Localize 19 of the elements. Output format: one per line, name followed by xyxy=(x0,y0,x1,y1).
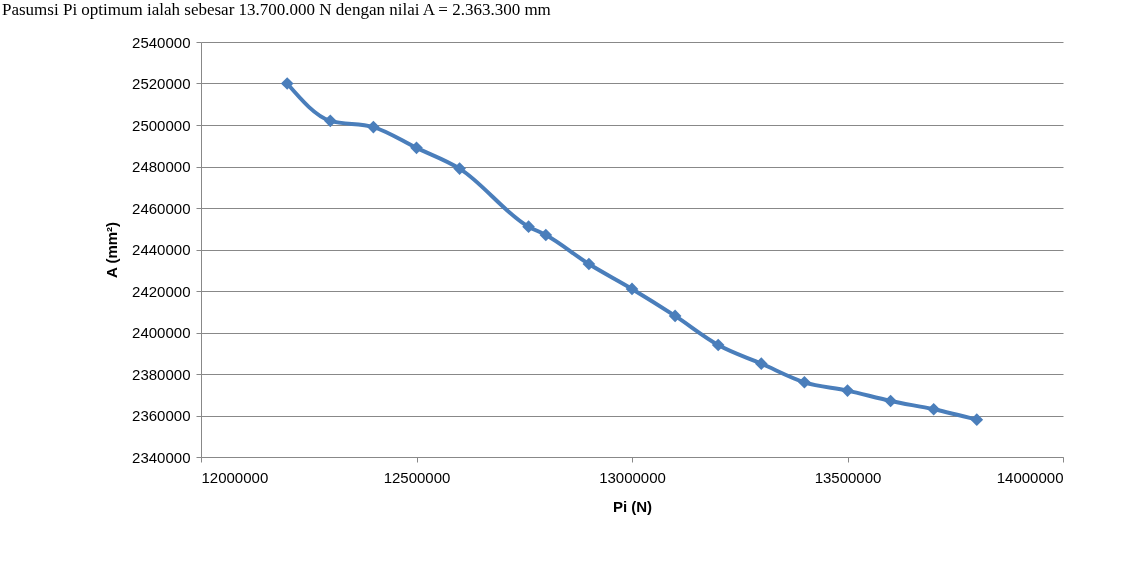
x-tick-label: 13000000 xyxy=(599,468,666,486)
y-tick-label: 2420000 xyxy=(132,282,191,300)
y-tick-label: 2540000 xyxy=(132,33,191,51)
y-tick-label: 2480000 xyxy=(132,158,191,175)
y-axis-title: A (mm²) xyxy=(103,221,121,279)
y-tick-label: 2440000 xyxy=(132,241,191,258)
y-tick-label: 2360000 xyxy=(132,407,191,424)
y-tick-label: 2520000 xyxy=(132,75,191,92)
x-tick-label: 12000000 xyxy=(201,468,269,486)
y-tick-label: 2400000 xyxy=(132,324,191,341)
y-tick-label: 2500000 xyxy=(132,116,191,134)
x-tick-label: 13500000 xyxy=(814,468,882,486)
x-tick-label: 12500000 xyxy=(383,468,451,486)
chart-title: Pasumsi Pi optimum ialah sebesar 13.700.000 N dengan nilai A = 2.363.300 mm xyxy=(2,0,551,20)
x-axis-title: Pi (N) xyxy=(612,497,653,515)
y-tick-label: 2380000 xyxy=(132,365,191,383)
y-tick-label: 2340000 xyxy=(132,448,191,466)
y-tick-label: 2460000 xyxy=(132,199,191,217)
x-tick-label: 14000000 xyxy=(996,468,1064,486)
